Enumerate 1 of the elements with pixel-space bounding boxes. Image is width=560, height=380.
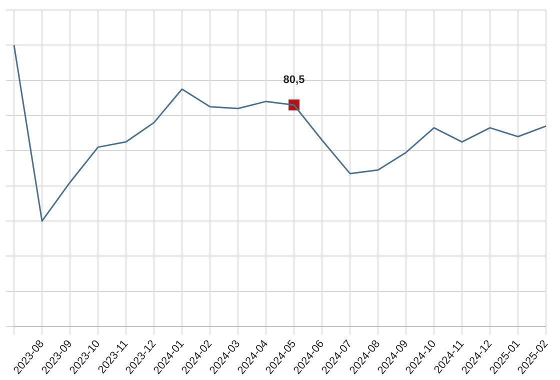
annotation: 80,5	[283, 74, 305, 86]
